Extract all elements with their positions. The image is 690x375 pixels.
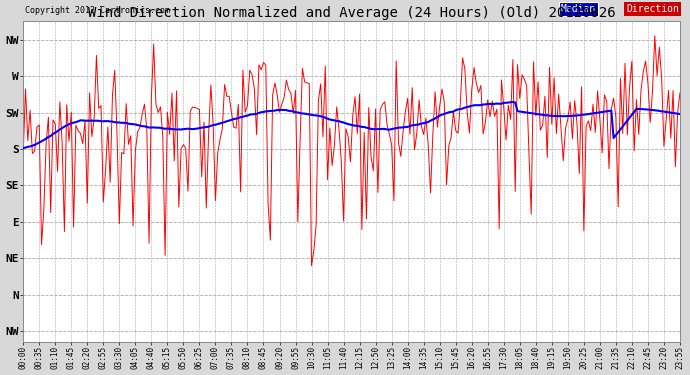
Title: Wind Direction Normalized and Average (24 Hours) (Old) 20120826: Wind Direction Normalized and Average (2…: [88, 6, 615, 20]
Text: Copyright 2012 Cartronics.com: Copyright 2012 Cartronics.com: [25, 6, 170, 15]
Text: Median: Median: [561, 4, 596, 14]
Text: Direction: Direction: [627, 4, 679, 14]
